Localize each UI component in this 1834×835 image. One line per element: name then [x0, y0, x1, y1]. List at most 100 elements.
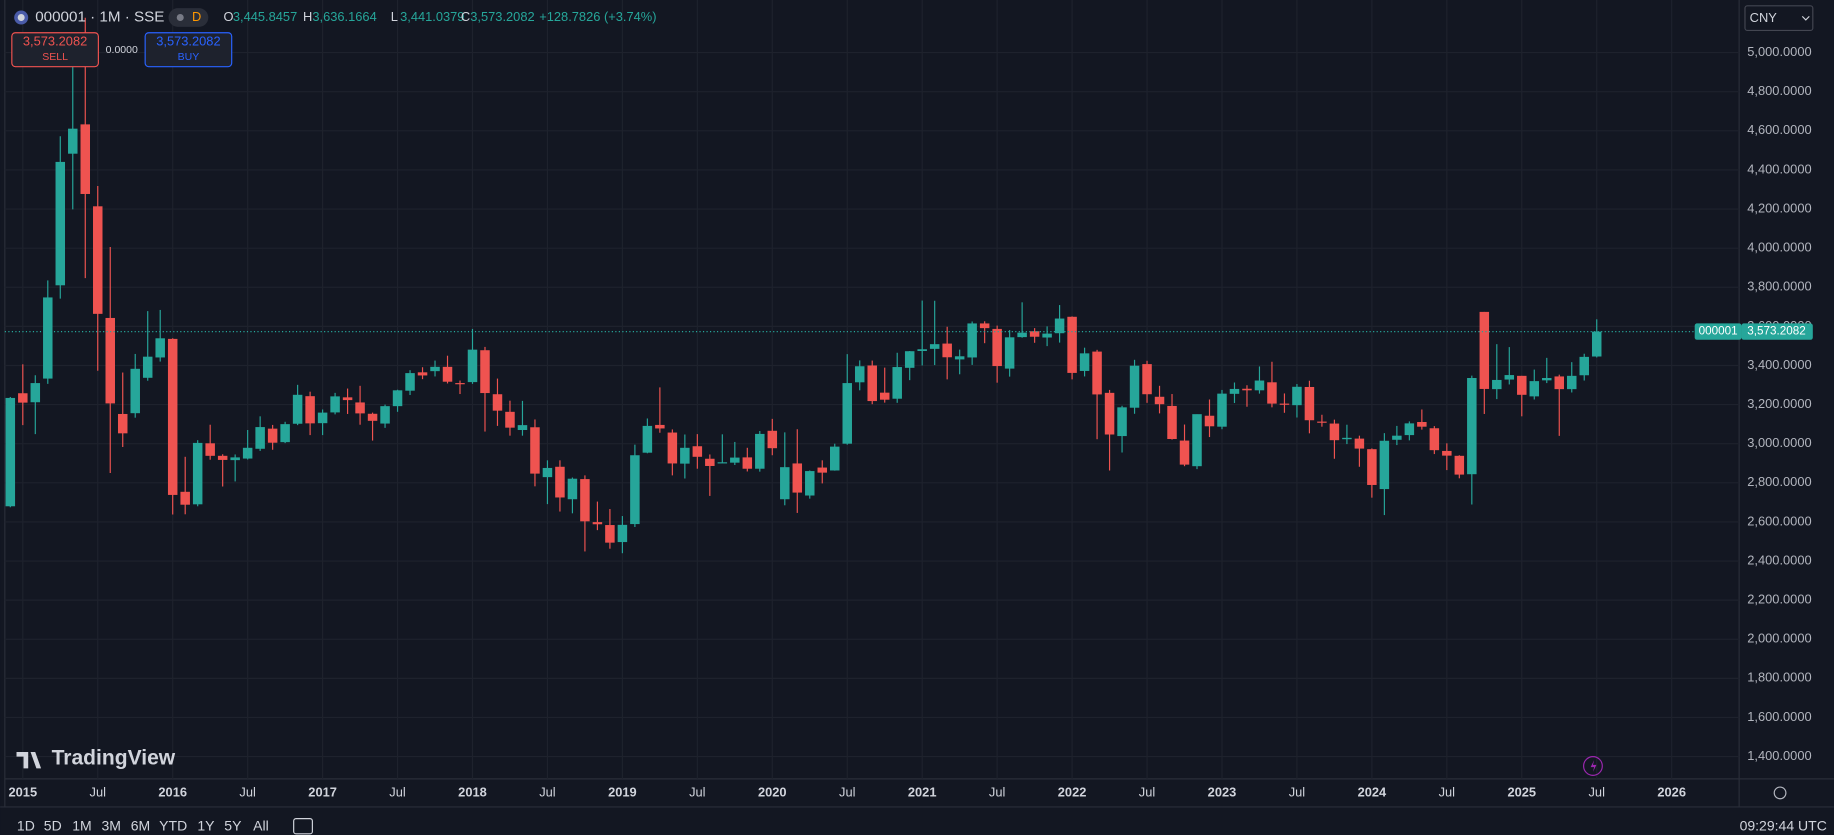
sell-button[interactable]	[11, 32, 99, 68]
x-tick-label: 2024	[1358, 784, 1387, 799]
lightning-button[interactable]	[1583, 756, 1603, 776]
candle-body	[1579, 356, 1589, 376]
x-tick-label: Jul	[989, 784, 1005, 799]
candle-body	[430, 366, 440, 372]
ohlc-key: L	[391, 9, 398, 24]
range-button[interactable]: 1Y	[197, 818, 215, 834]
candle-body	[367, 413, 378, 421]
candle-body	[130, 368, 140, 414]
range-button[interactable]: 1D	[17, 818, 35, 834]
candle-body	[30, 383, 41, 403]
ohlc-key: O	[224, 9, 234, 24]
buy-label[interactable]: BUY	[178, 51, 200, 63]
y-tick-label: 1,600.0000	[1747, 709, 1811, 724]
candle-body	[817, 467, 828, 473]
candle-body	[1354, 438, 1365, 449]
x-tick-label: 2017	[308, 784, 337, 799]
badge-bg[interactable]	[168, 8, 209, 27]
candle-body	[217, 455, 228, 460]
candle-body	[805, 471, 815, 496]
y-tick-label: 4,600.0000	[1747, 122, 1811, 137]
buy-button[interactable]	[144, 32, 233, 68]
y-tick-label: 1,400.0000	[1747, 748, 1811, 763]
x-tick-label: 2018	[458, 784, 487, 799]
candle-body	[642, 425, 653, 453]
range-button[interactable]: 5D	[44, 818, 62, 834]
candle-body	[917, 349, 927, 352]
candle-body	[742, 457, 753, 469]
candle-body	[1554, 376, 1565, 390]
candle-body	[1054, 318, 1065, 334]
ohlc-key: C	[461, 9, 470, 24]
calendar-button[interactable]	[293, 818, 313, 835]
interval-badge[interactable]: D	[192, 9, 201, 24]
candle-body	[567, 478, 578, 500]
candle-body	[5, 397, 16, 507]
candle-body	[867, 365, 877, 402]
currency[interactable]: CNY	[1750, 10, 1778, 25]
candle-body	[1029, 331, 1040, 337]
candle-body	[992, 328, 1002, 367]
sell-label[interactable]: SELL	[42, 51, 68, 63]
candle-body	[505, 411, 515, 428]
candle-body	[1292, 386, 1302, 406]
y-tick-label: 4,800.0000	[1747, 83, 1811, 98]
candle-body	[1379, 440, 1390, 490]
y-tick-label: 2,600.0000	[1747, 513, 1811, 528]
candle-body	[1517, 375, 1527, 395]
candle-body	[1367, 449, 1377, 485]
candle-body	[205, 443, 215, 456]
candle-body	[879, 392, 890, 400]
candle-body	[705, 458, 715, 466]
candle-body	[230, 457, 240, 461]
candle-body	[467, 349, 478, 383]
candle-body	[1342, 437, 1352, 440]
range-button[interactable]: 6M	[131, 818, 150, 834]
candle-body	[1317, 421, 1327, 423]
candle-body	[292, 394, 303, 424]
x-tick-label: Jul	[1439, 784, 1455, 799]
range-button[interactable]: 3M	[101, 818, 120, 834]
candle-body	[655, 424, 665, 429]
candle-body	[630, 455, 640, 525]
candle-body	[480, 350, 490, 394]
range-button[interactable]: All	[253, 818, 269, 834]
candle-body	[1504, 375, 1515, 380]
x-tick-label: 2021	[908, 784, 937, 799]
candle-body	[155, 338, 165, 358]
currency-select[interactable]	[1744, 5, 1814, 31]
sell-price[interactable]: 3,573.2082	[23, 33, 87, 48]
candle-body	[18, 393, 28, 403]
candle-body	[55, 161, 66, 286]
candle-body	[1117, 407, 1127, 437]
x-tick-label: Jul	[389, 784, 405, 799]
candle-body	[1442, 450, 1452, 456]
range-button[interactable]: 1M	[72, 818, 91, 834]
candle-body	[1429, 428, 1440, 451]
range-button[interactable]: YTD	[159, 818, 187, 834]
candle-body	[380, 406, 390, 424]
settings-button[interactable]	[1773, 786, 1787, 800]
badge-dot	[176, 14, 184, 22]
ohlc-value: 3,441.0379	[400, 9, 464, 24]
candle-body	[1467, 377, 1477, 475]
y-tick-label: 3,800.0000	[1747, 279, 1811, 294]
candle-body	[417, 372, 428, 376]
candle-body	[93, 206, 103, 314]
candle-body	[305, 396, 315, 424]
candle-body	[1204, 415, 1215, 427]
y-tick-label: 4,200.0000	[1747, 200, 1811, 215]
x-tick-label: 2016	[158, 784, 187, 799]
range-button[interactable]: 5Y	[224, 818, 242, 834]
candle-body	[405, 373, 415, 391]
x-tick-label: 2022	[1058, 784, 1087, 799]
candle-body	[1079, 353, 1090, 371]
x-tick-label: 2026	[1657, 784, 1686, 799]
candle-body	[180, 491, 190, 505]
candle-body	[1154, 396, 1165, 405]
candle-body	[530, 427, 540, 474]
buy-price[interactable]: 3,573.2082	[156, 33, 220, 48]
candle-body	[105, 317, 115, 404]
x-tick-label: Jul	[839, 784, 855, 799]
